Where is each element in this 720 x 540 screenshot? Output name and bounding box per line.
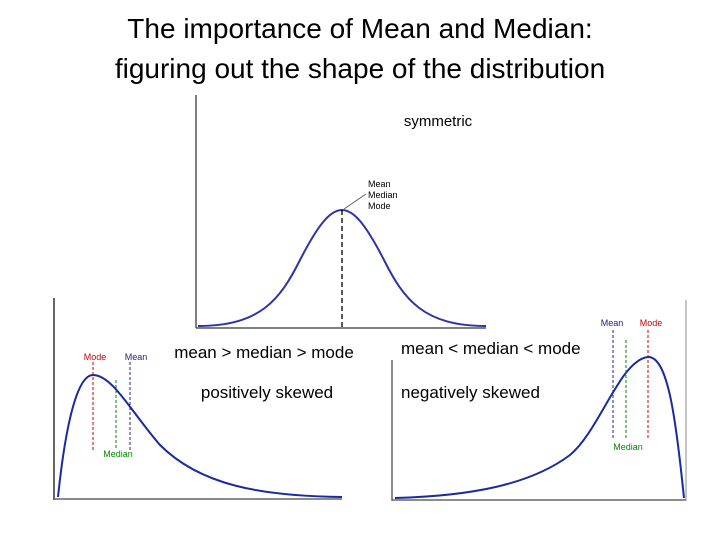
label: Median [368, 190, 398, 200]
curve [57, 373, 343, 498]
relation: mean < median < mode [401, 339, 581, 358]
positive-panel: Mode Mean Median mean > median > mode po… [53, 298, 354, 500]
caption: symmetric [404, 113, 473, 130]
label: Mean [368, 179, 391, 189]
label: Mode [368, 201, 391, 211]
title-line: The importance of Mean and Median: [127, 13, 592, 44]
symmetric-panel: symmetric Mean Median Mode [195, 95, 487, 329]
curve [394, 355, 685, 499]
relation: mean > median > mode [174, 343, 354, 362]
label: Mode [640, 318, 663, 328]
label: Mode [84, 352, 107, 362]
negative-panel: Mean Mode Median mean < median < mode ne… [391, 300, 687, 501]
label: Median [613, 442, 643, 452]
label: Mean [601, 318, 624, 328]
label: Mean [125, 352, 148, 362]
title-line: figuring out the shape of the distributi… [115, 53, 605, 84]
caption: negatively skewed [401, 383, 540, 402]
label: Median [103, 449, 133, 459]
pointer [343, 193, 367, 210]
caption: positively skewed [201, 383, 333, 402]
